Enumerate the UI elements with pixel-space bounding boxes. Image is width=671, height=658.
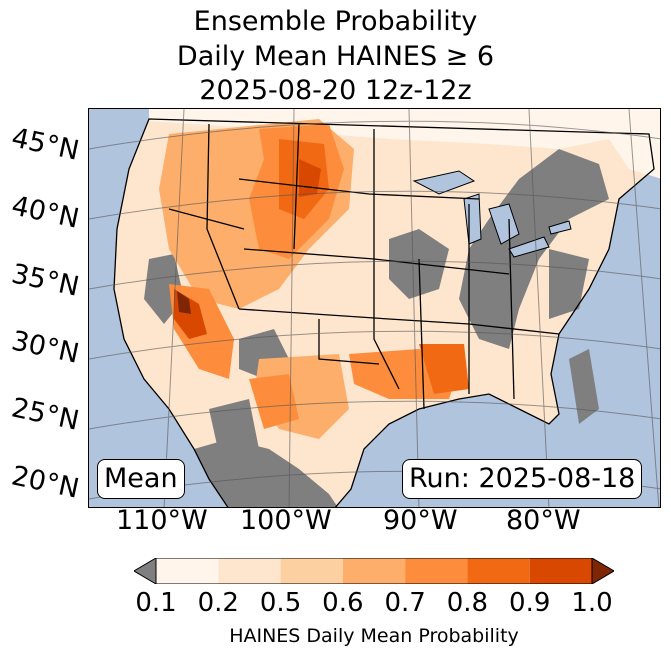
colorbar-tick-label: 1.0 bbox=[571, 588, 613, 618]
colorbar-bin bbox=[342, 558, 406, 584]
colorbar-tick-label: 0.9 bbox=[509, 588, 551, 618]
colorbar-bin bbox=[218, 558, 281, 584]
colorbar-tick-label: 0.1 bbox=[135, 588, 177, 618]
colorbar-tick-label: 0.2 bbox=[197, 588, 239, 618]
state-boundaries bbox=[113, 118, 655, 507]
stat-label-box: Mean bbox=[97, 459, 185, 499]
lon-label-90: 90°W bbox=[383, 505, 458, 536]
lat-label-30: 30°N bbox=[8, 325, 82, 370]
map-svg bbox=[89, 109, 660, 507]
run-date-box: Run: 2025-08-18 bbox=[402, 459, 643, 499]
lon-label-80: 80°W bbox=[506, 505, 581, 536]
colorbar-tick-label: 0.8 bbox=[446, 588, 489, 618]
colorbar bbox=[134, 558, 614, 584]
graticule bbox=[89, 109, 660, 507]
colorbar-bin bbox=[467, 558, 530, 584]
lon-label-100: 100°W bbox=[240, 505, 332, 536]
title-line-1: Ensemble Probability bbox=[193, 6, 478, 37]
great-lakes bbox=[412, 170, 572, 258]
lat-label-20: 20°N bbox=[8, 460, 82, 505]
colorbar-under-extension bbox=[134, 558, 157, 584]
colorbar-tick-label: 0.6 bbox=[322, 588, 364, 618]
lat-label-25: 25°N bbox=[8, 392, 82, 437]
colorbar-tick-label: 0.5 bbox=[259, 588, 302, 618]
colorbar-bin bbox=[280, 558, 343, 584]
mexico-land bbox=[194, 439, 338, 507]
lat-label-45: 45°N bbox=[8, 122, 82, 167]
colorbar-bin bbox=[156, 558, 219, 584]
colorbar-label: HAINES Daily Mean Probability bbox=[229, 625, 519, 647]
colorbar-over-extension bbox=[591, 558, 614, 584]
lat-label-40: 40°N bbox=[8, 190, 82, 235]
colorbar-bins bbox=[155, 558, 593, 584]
lat-label-35: 35°N bbox=[8, 258, 82, 303]
colorbar-tick-label: 0.7 bbox=[384, 588, 426, 618]
title-line-3: 2025-08-20 12z-12z bbox=[199, 75, 472, 106]
colorbar-bin bbox=[529, 558, 592, 584]
title-line-2: Daily Mean HAINES ≥ 6 bbox=[176, 41, 495, 72]
lon-label-110: 110°W bbox=[116, 505, 208, 536]
colorbar-bin bbox=[405, 558, 468, 584]
probability-map[interactable] bbox=[88, 108, 661, 508]
